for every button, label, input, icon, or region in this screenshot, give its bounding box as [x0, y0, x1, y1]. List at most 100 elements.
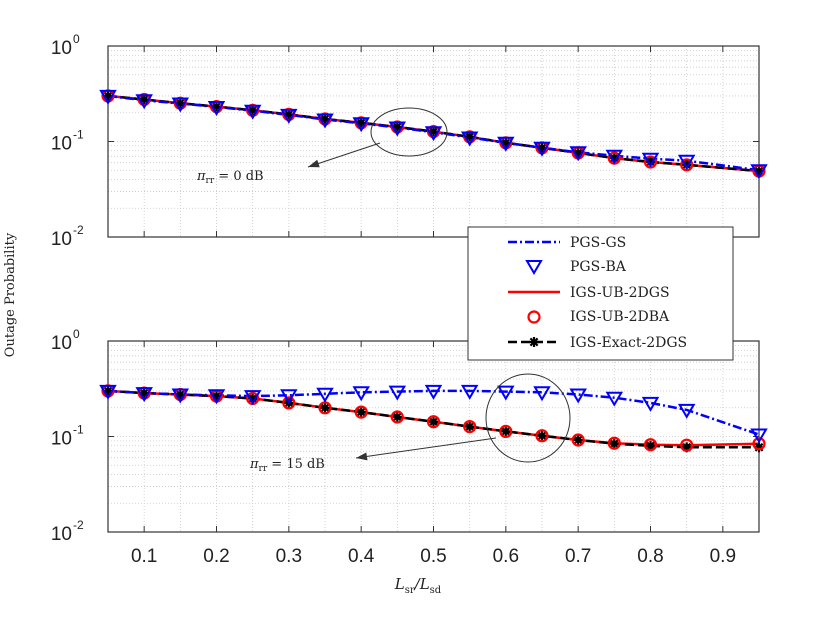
legend-box	[467, 226, 734, 361]
marker-star	[537, 430, 547, 441]
marker-triangle	[750, 164, 768, 180]
marker-triangle	[497, 385, 515, 401]
marker-triangle	[207, 101, 226, 116]
x-tick-label: 0.5	[420, 546, 446, 567]
marker-circle	[680, 158, 694, 172]
marker-triangle	[207, 389, 226, 405]
legend-entry-pgs-gs: PGS-GS	[508, 235, 626, 251]
annotation-arrow-head	[308, 159, 320, 168]
marker-triangle	[605, 391, 624, 407]
marker-triangle	[533, 386, 551, 402]
y-tick-label: 10	[51, 38, 72, 59]
marker-star	[573, 435, 584, 445]
marker-triangle	[352, 117, 370, 133]
marker-star	[428, 416, 439, 427]
marker-circle	[463, 420, 477, 434]
legend-entry-igs-ub-2dgs: IGS-UB-2DGS	[508, 285, 670, 301]
x-tick-label: 0.7	[565, 546, 591, 567]
annotation-ellipse	[485, 373, 571, 463]
marker-triangle	[677, 403, 696, 419]
marker-triangle	[460, 384, 479, 400]
y-tick-label: 10	[51, 429, 72, 450]
x-tick-label: 0.9	[710, 546, 736, 567]
marker-triangle	[569, 146, 587, 162]
svg-text:PGS-GS: PGS-GS	[570, 235, 626, 251]
annotation-arrow-head	[356, 452, 368, 461]
x-tick-label: 0.8	[637, 546, 663, 567]
annotation-label: πrr = 15 dB	[249, 457, 325, 474]
y-tick-exponent: 0	[73, 327, 80, 341]
marker-circle	[680, 438, 694, 452]
marker-triangle	[605, 149, 624, 165]
y-tick-exponent: -1	[73, 423, 84, 437]
marker-triangle	[750, 428, 768, 444]
marker-triangle	[641, 396, 660, 412]
annotation-arrow-line	[355, 437, 497, 459]
marker-star	[500, 426, 511, 437]
y-tick-exponent: 0	[73, 32, 80, 46]
legend: PGS-GS PGS-BA IGS-UB-2DGS IGS-UB-2DBA IG…	[467, 226, 734, 361]
svg-text:IGS-UB-2DBA: IGS-UB-2DBA	[570, 309, 670, 325]
marker-triangle	[99, 384, 117, 400]
x-tick-label: 0.1	[131, 546, 157, 567]
marker-triangle	[388, 121, 407, 137]
marker-circle	[643, 438, 658, 452]
legend-entry-pgs-ba: PGS-BA	[525, 259, 627, 275]
x-tick-label: 0.6	[493, 546, 519, 567]
annotation-label: πrr = 0 dB	[196, 169, 264, 186]
marker-circle	[426, 415, 441, 429]
marker-triangle	[424, 384, 443, 400]
y-tick-label: 10	[51, 524, 72, 545]
marker-star	[609, 438, 620, 449]
y-tick-label: 10	[51, 134, 72, 155]
marker-circle	[354, 405, 368, 419]
marker-triangle	[99, 89, 117, 105]
marker-circle	[607, 436, 621, 450]
marker-triangle	[316, 387, 334, 403]
x-tick-label: 0.2	[203, 546, 229, 567]
svg-text:IGS-Exact-2DGS: IGS-Exact-2DGS	[570, 335, 687, 351]
marker-triangle	[677, 154, 696, 170]
x-tick-label: 0.4	[348, 546, 375, 567]
marker-triangle	[569, 388, 587, 404]
marker-circle	[752, 437, 766, 451]
y-tick-exponent: -1	[73, 128, 84, 142]
marker-triangle	[533, 141, 551, 157]
marker-circle	[499, 424, 513, 438]
marker-triangle	[316, 113, 334, 129]
marker-triangle	[460, 131, 479, 147]
marker-triangle	[388, 385, 407, 401]
marker-circle	[390, 410, 404, 424]
marker-triangle	[641, 152, 660, 168]
marker-star	[392, 412, 403, 422]
annotation-ellipse	[370, 107, 448, 157]
marker-triangle	[243, 390, 262, 406]
marker-circle	[535, 429, 549, 443]
marker-circle	[282, 396, 296, 410]
marker-triangle	[280, 389, 298, 405]
x-tick-label: 0.3	[276, 546, 302, 567]
marker-star	[464, 421, 475, 432]
marker-triangle	[171, 97, 190, 113]
marker-triangle	[135, 387, 153, 403]
marker-triangle	[243, 104, 262, 120]
marker-star	[320, 402, 330, 413]
y-tick-label: 10	[51, 229, 72, 250]
marker-triangle	[280, 108, 298, 124]
marker-star	[356, 407, 367, 418]
marker-circle	[571, 433, 585, 447]
legend-entry-igs-exact-2dgs: IGS-Exact-2DGS	[508, 335, 687, 351]
y-tick-label: 10	[51, 333, 72, 354]
legend-entry-igs-ub-2dba: IGS-UB-2DBA	[527, 309, 670, 325]
grid	[107, 46, 759, 238]
annotation-arrow-line	[307, 142, 381, 168]
y-tick-exponent: -2	[73, 518, 84, 532]
marker-triangle	[171, 388, 190, 404]
marker-triangle	[352, 386, 370, 402]
svg-text:IGS-UB-2DGS: IGS-UB-2DGS	[570, 285, 670, 301]
y-axis-label: Outage Probability	[3, 232, 18, 357]
x-axis-label: Lsr/Lsd	[394, 575, 442, 596]
